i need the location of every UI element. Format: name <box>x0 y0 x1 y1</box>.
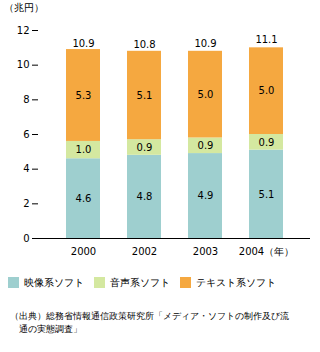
svg-text:10.8: 10.8 <box>133 39 155 50</box>
svg-text:2: 2 <box>23 198 29 209</box>
svg-text:2002: 2002 <box>132 246 157 257</box>
svg-text:12: 12 <box>17 25 30 36</box>
svg-text:0: 0 <box>23 233 29 244</box>
svg-text:4.6: 4.6 <box>76 193 92 204</box>
html-text:（出典）総務省情報通信政策研究所「メディア・ソフトの制作及び: （出典）総務省情報通信政策研究所「メディア・ソフトの制作及び流 通の実態調査」 <box>10 311 289 334</box>
svg-text:5.1: 5.1 <box>137 90 153 101</box>
svg-text:5.0: 5.0 <box>259 85 275 96</box>
svg-text:（兆円）: （兆円） <box>4 2 44 13</box>
svg-text:2004（年）: 2004（年） <box>239 246 294 257</box>
svg-text:1.0: 1.0 <box>76 144 92 155</box>
svg-text:11.1: 11.1 <box>255 34 277 45</box>
svg-text:4.8: 4.8 <box>137 191 153 202</box>
svg-text:8: 8 <box>23 94 29 105</box>
svg-text:5.1: 5.1 <box>259 189 275 200</box>
svg-text:2000: 2000 <box>71 246 96 257</box>
svg-text:0.9: 0.9 <box>137 142 153 153</box>
svg-text:5.3: 5.3 <box>76 90 92 101</box>
svg-text:10.9: 10.9 <box>72 38 94 49</box>
svg-text:6: 6 <box>23 129 29 140</box>
svg-text:0.9: 0.9 <box>198 140 214 151</box>
svg-text:10: 10 <box>17 59 30 70</box>
svg-text:10.9: 10.9 <box>194 38 216 49</box>
svg-text:4.9: 4.9 <box>198 190 214 201</box>
svg-text:0.9: 0.9 <box>259 137 275 148</box>
html-text:音声系ソフト: 音声系ソフト <box>110 276 170 288</box>
html-text:テキスト系ソフト: テキスト系ソフト <box>196 276 276 288</box>
svg-text:2003: 2003 <box>193 246 218 257</box>
svg-text:5.0: 5.0 <box>198 89 214 100</box>
html-text:映像系ソフト: 映像系ソフト <box>24 276 84 288</box>
svg-text:4: 4 <box>23 163 29 174</box>
